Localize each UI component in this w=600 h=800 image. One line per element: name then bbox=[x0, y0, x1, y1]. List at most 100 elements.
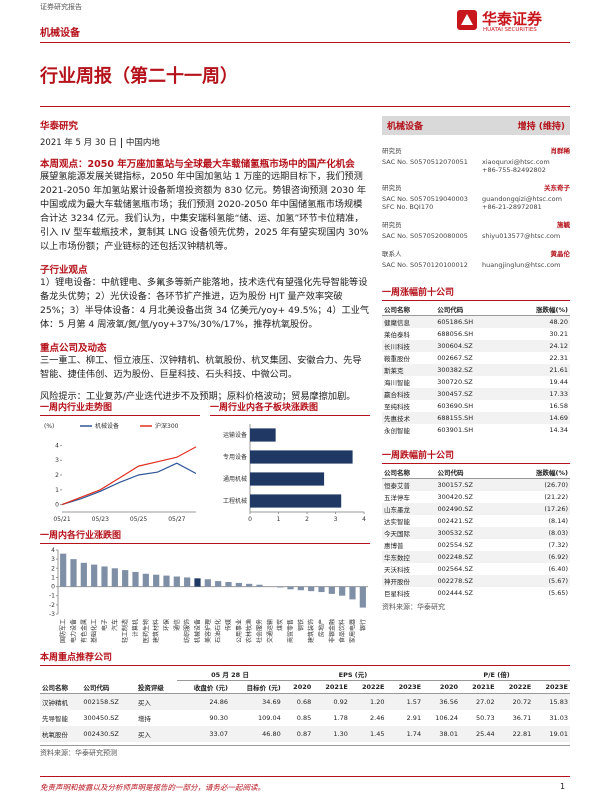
rule bbox=[40, 106, 570, 107]
row: 今天国际 300532.SZ (8.03) bbox=[382, 527, 570, 539]
cell: (5.65) bbox=[548, 589, 568, 597]
bar bbox=[70, 559, 77, 587]
row: 赢合科技 300457.SZ 17.33 bbox=[382, 388, 570, 400]
table: 公司名称 公司代码 涨跌幅(%) 健麾信息 605186.SH 48.20 莱伯泰科 6880… bbox=[382, 303, 570, 436]
analyst-left: 研究员 SAC No. S0570520080005 bbox=[382, 219, 468, 240]
y-tick-label: 2 bbox=[55, 472, 59, 479]
bar bbox=[132, 571, 139, 587]
cell: 2.91 bbox=[406, 714, 422, 722]
analyst-contact: huangjinglun@htsc.com bbox=[482, 261, 561, 269]
x-tick-label: 医药生物 bbox=[142, 619, 150, 643]
x-tick-label: 轻工制造 bbox=[121, 619, 129, 643]
cell: 31.03 bbox=[549, 714, 568, 722]
cell: 603690.SH bbox=[437, 402, 474, 410]
column-header: 2022E bbox=[496, 680, 534, 694]
x-tick-label: 纺织服饰 bbox=[183, 619, 191, 643]
cell: 38.01 bbox=[439, 730, 459, 738]
analyst: 研究员 SAC No. S0570512070051 肖群稀 xiaoqunxi@ht… bbox=[382, 145, 570, 174]
bar bbox=[250, 450, 353, 464]
legend-label: 沪深300 bbox=[155, 422, 179, 430]
analyst: 联系人 SAC No. S0570120100012 黄晶伦 huangjinglun… bbox=[382, 248, 570, 269]
cell: 天沃科技 bbox=[384, 566, 410, 574]
group-header: P/E (倍) bbox=[423, 668, 570, 681]
column-header: 2020 bbox=[423, 680, 461, 694]
analyst-role: 研究员 bbox=[382, 184, 402, 192]
cell: 36.71 bbox=[512, 714, 532, 722]
rating-box: 机械设备 增持 (维持) bbox=[382, 116, 570, 135]
bar bbox=[101, 566, 108, 587]
row: 先导智能 300450.SZ 增持 90.30 109.04 0.85 1.78 2.46 2.… bbox=[40, 710, 570, 726]
group-spacer bbox=[40, 668, 177, 681]
legend-label: 机械设备 bbox=[95, 422, 119, 430]
cell: 300720.SZ bbox=[437, 378, 473, 386]
bar bbox=[204, 579, 211, 587]
analyst-id: SAC No. S0570520080005 bbox=[382, 232, 468, 240]
right-column: 机械设备 增持 (维持) 研究员 SAC No. S0570512070051 肖群稀… bbox=[382, 116, 570, 612]
line bbox=[61, 446, 197, 506]
cell: 109.04 bbox=[258, 714, 281, 722]
row: 惠博普 002554.SZ (7.32) bbox=[382, 539, 570, 551]
bar bbox=[318, 586, 325, 593]
column-header: 公司代码 bbox=[435, 466, 506, 479]
cell: 1.45 bbox=[370, 730, 385, 738]
x-tick-label: 建筑装饰 bbox=[307, 619, 315, 643]
bar bbox=[111, 568, 118, 587]
bar bbox=[246, 583, 253, 587]
cell: (17.26) bbox=[544, 505, 568, 513]
x-tick-label: 交通运输 bbox=[266, 619, 274, 643]
disclaimer: 免责声明和披露以及分析师声明是报告的一部分，请务必一起阅读。 bbox=[40, 783, 265, 792]
x-tick-label: 农林牧渔 bbox=[245, 619, 253, 643]
analyst-contact: +86-755-82492802 bbox=[482, 166, 546, 174]
cell: 买入 bbox=[137, 731, 151, 739]
cell: 300382.SZ bbox=[437, 366, 473, 374]
table-title: 本周重点推荐公司 bbox=[40, 650, 570, 666]
chart: (%) 0 1 2 3 4 05/21 05/23 05/25 05/27 机械设备 沪深300 bbox=[44, 422, 197, 523]
row: 天沃科技 002564.SZ (6.40) bbox=[382, 563, 570, 575]
x-tick-label: 4 bbox=[362, 516, 366, 523]
table-title: 一周跌幅前十公司 bbox=[382, 448, 570, 464]
group-header: EPS (元) bbox=[282, 668, 424, 681]
row: 华东数控 002248.SZ (6.92) bbox=[382, 551, 570, 563]
bar bbox=[163, 575, 170, 587]
y-tick-label: 4 bbox=[51, 547, 55, 554]
date: 2021 年 5 月 30 日 bbox=[40, 138, 117, 148]
cell: (26.70) bbox=[544, 481, 568, 489]
cell: 斯莱克 bbox=[384, 367, 404, 375]
cell: 鞍重股份 bbox=[384, 355, 410, 363]
cell: 19.01 bbox=[549, 730, 568, 738]
line bbox=[61, 462, 197, 506]
source: 资料来源：华泰研究 bbox=[382, 603, 445, 611]
logo-text: 华泰证券 bbox=[482, 10, 543, 28]
x-tick-label: 计算机 bbox=[132, 619, 140, 637]
report-title: 行业周报（第二十一周） bbox=[40, 66, 238, 87]
y-tick-label: 专用设备 bbox=[223, 453, 247, 461]
bar bbox=[277, 586, 284, 588]
section-heading: 本周观点：2050 年万座加氢站与全球最大车载储氢瓶市场中的国产化机会 bbox=[40, 159, 355, 170]
cell: 002421.SZ bbox=[437, 517, 473, 525]
x-tick-label: 国防军工 bbox=[59, 619, 67, 643]
industry-tag: 机械设备 bbox=[40, 28, 80, 39]
cell: 50.73 bbox=[476, 714, 495, 722]
cell: 1.74 bbox=[406, 730, 422, 738]
analyst-right: 黄晶伦 huangjinglun@htsc.com bbox=[482, 248, 570, 269]
x-tick-label: 05/25 bbox=[130, 516, 147, 523]
cell: 22.81 bbox=[512, 730, 532, 738]
cell: 山东墨龙 bbox=[384, 506, 410, 514]
x-tick-label: 1 bbox=[277, 516, 281, 523]
cell: 14.69 bbox=[549, 414, 568, 422]
analyst-name: 关东奇子 bbox=[544, 184, 570, 192]
header-row: 公司名称 公司代码 涨跌幅(%) bbox=[382, 466, 570, 479]
y-tick-label: 0 bbox=[55, 502, 59, 509]
cell: 长川科技 bbox=[384, 343, 410, 351]
x-tick-label: 机械设备 bbox=[194, 619, 202, 643]
x-tick-label: 3 bbox=[334, 516, 338, 523]
row: 健麾信息 605186.SH 48.20 bbox=[382, 315, 570, 328]
analyst-role: 联系人 bbox=[382, 250, 402, 258]
bar bbox=[173, 576, 180, 587]
row: 汉钟精机 002158.SZ 买入 24.86 34.69 0.68 0.92 1.20 1.5… bbox=[40, 693, 570, 710]
bar bbox=[91, 564, 98, 587]
x-tick-label: 建筑材料 bbox=[152, 619, 160, 643]
column-header: 目标价 (元) bbox=[230, 680, 283, 694]
cell: 买入 bbox=[137, 699, 151, 707]
